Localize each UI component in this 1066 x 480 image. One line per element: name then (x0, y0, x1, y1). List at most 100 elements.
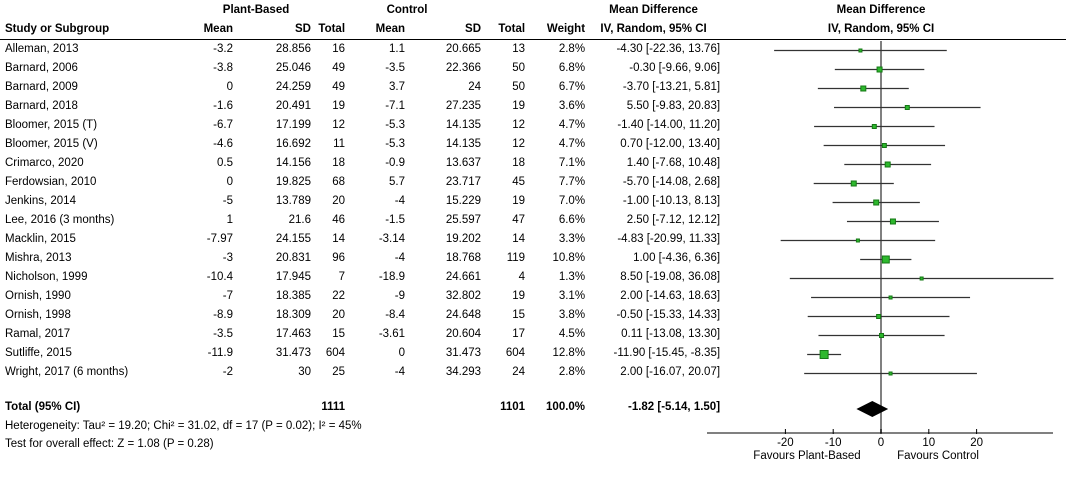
total1-cell: 19 (332, 100, 346, 112)
mean1-cell: -3.2 (213, 43, 233, 55)
study-name: Sutliffe, 2015 (5, 347, 72, 359)
sd2-cell: 31.473 (445, 347, 482, 359)
table-row: Ornish, 1998 -8.9 18.309 20 -8.4 24.648 15 3.8%… (0, 306, 1066, 325)
weight-cell: 7.7% (558, 176, 586, 188)
weight-cell: 6.6% (558, 214, 586, 226)
overall-effect-row: Test for overall effect: Z = 1.08 (P = 0… (0, 435, 1066, 453)
sd2-cell: 15.229 (445, 195, 482, 207)
weight-cell: 3.1% (558, 290, 586, 302)
total-n1: 1111 (321, 401, 346, 413)
weight-cell: 3.6% (558, 100, 586, 112)
total1-cell: 25 (332, 366, 346, 378)
study-name: Barnard, 2009 (5, 81, 78, 93)
table-row: Bloomer, 2015 (V) -4.6 16.692 11 -5.3 14.135 1… (0, 135, 1066, 154)
mean1-cell: -8.9 (213, 309, 233, 321)
group2-header: Control (386, 4, 428, 16)
mean2-cell: -3.5 (385, 62, 406, 74)
ci-cell: 0.11 [-13.08, 13.30] (621, 328, 721, 340)
mean2-cell: -3.61 (378, 328, 406, 340)
total2-cell: 13 (512, 43, 526, 55)
mean2-column-header: Mean (375, 23, 406, 35)
total2-cell: 24 (512, 366, 526, 378)
plot-cell (722, 116, 1066, 135)
total1-cell: 49 (332, 62, 346, 74)
total2-cell: 19 (512, 290, 526, 302)
study-name: Lee, 2016 (3 months) (5, 214, 115, 226)
table-row: Ramal, 2017 -3.5 17.463 15 -3.61 20.604 17 4.5%… (0, 325, 1066, 344)
mean1-cell: -3.8 (213, 62, 233, 74)
sd1-cell: 20.491 (275, 100, 311, 112)
plot-cell (722, 268, 1066, 287)
mean1-cell: 0 (226, 176, 233, 188)
total1-cell: 18 (332, 157, 346, 169)
sd2-cell: 14.135 (445, 138, 482, 150)
ci-cell: -0.30 [-9.66, 9.06] (629, 62, 721, 74)
total2-cell: 19 (512, 195, 526, 207)
mean2-cell: 5.7 (389, 176, 406, 188)
total1-cell: 604 (325, 347, 346, 359)
empty-cell (722, 398, 1066, 417)
table-row: Crimarco, 2020 0.5 14.156 18 -0.9 13.637 18 7.1… (0, 154, 1066, 173)
ci-cell: 0.70 [-12.00, 13.40] (620, 138, 721, 150)
mean1-cell: 1 (226, 214, 233, 226)
mean2-cell: -3.14 (378, 233, 406, 245)
study-name: Jenkins, 2014 (5, 195, 76, 207)
ci-column-header: IV, Random, 95% CI (600, 23, 707, 35)
sd1-cell: 31.473 (275, 347, 311, 359)
total2-cell: 15 (512, 309, 526, 321)
empty-cell (152, 398, 235, 417)
mean2-cell: -1.5 (385, 214, 406, 226)
sd2-cell: 25.597 (445, 214, 482, 226)
weight-cell: 4.7% (558, 119, 586, 131)
sd2-cell: 24.661 (445, 271, 482, 283)
sd2-column-header: SD (465, 23, 482, 35)
total2-cell: 12 (512, 119, 526, 131)
sd1-cell: 30 (298, 366, 311, 378)
plot-cell (722, 173, 1066, 192)
mean1-cell: 0 (226, 81, 233, 93)
total1-cell: 12 (332, 119, 346, 131)
total1-cell: 14 (332, 233, 346, 245)
mean2-cell: -7.1 (385, 100, 406, 112)
weight-cell: 2.8% (558, 366, 586, 378)
mean1-cell: -7 (222, 290, 233, 302)
sd1-cell: 28.856 (275, 43, 311, 55)
total-ci: -1.82 [-5.14, 1.50] (627, 401, 721, 413)
sd2-cell: 23.717 (445, 176, 482, 188)
weight-cell: 6.7% (558, 81, 586, 93)
mean1-cell: -4.6 (213, 138, 233, 150)
overall-effect-text: Test for overall effect: Z = 1.08 (P = 0… (5, 438, 214, 450)
table-row: Alleman, 2013 -3.2 28.856 16 1.1 20.665 13 2.8%… (0, 40, 1066, 60)
table-header: Plant-Based Control Mean Difference Mean… (0, 0, 1066, 40)
ci-cell: -4.83 [-20.99, 11.33] (617, 233, 721, 245)
total1-cell: 16 (332, 43, 346, 55)
ci-cell: -1.00 [-10.13, 8.13] (622, 195, 721, 207)
sd1-cell: 16.692 (275, 138, 311, 150)
table-row: Macklin, 2015 -7.97 24.155 14 -3.14 19.202 14 3… (0, 230, 1066, 249)
weight-cell: 7.1% (558, 157, 586, 169)
mean1-cell: -2 (222, 366, 233, 378)
study-name: Bloomer, 2015 (V) (5, 138, 98, 150)
sd1-column-header: SD (295, 23, 311, 35)
plot-cell (722, 59, 1066, 78)
sd2-cell: 32.802 (445, 290, 482, 302)
empty-cell (407, 398, 483, 417)
weight-cell: 4.5% (558, 328, 586, 340)
empty-cell (235, 398, 313, 417)
total1-cell: 7 (338, 271, 346, 283)
total1-cell: 49 (332, 81, 346, 93)
table-row: Ferdowsian, 2010 0 19.825 68 5.7 23.717 45 7.7%… (0, 173, 1066, 192)
plot-cell (722, 325, 1066, 344)
plot-cell (722, 344, 1066, 363)
total2-cell: 47 (512, 214, 526, 226)
total1-cell: 20 (332, 195, 346, 207)
mean2-cell: 0 (398, 347, 406, 359)
total2-cell: 45 (512, 176, 526, 188)
ci-cell: -11.90 [-15.45, -8.35] (613, 347, 721, 359)
plot-column-title: Mean Difference (836, 4, 926, 16)
sd1-cell: 17.463 (275, 328, 311, 340)
plot-cell (722, 249, 1066, 268)
mean1-cell: -5 (222, 195, 233, 207)
study-column-header: Study or Subgroup (5, 23, 110, 35)
mean2-cell: -8.4 (385, 309, 406, 321)
